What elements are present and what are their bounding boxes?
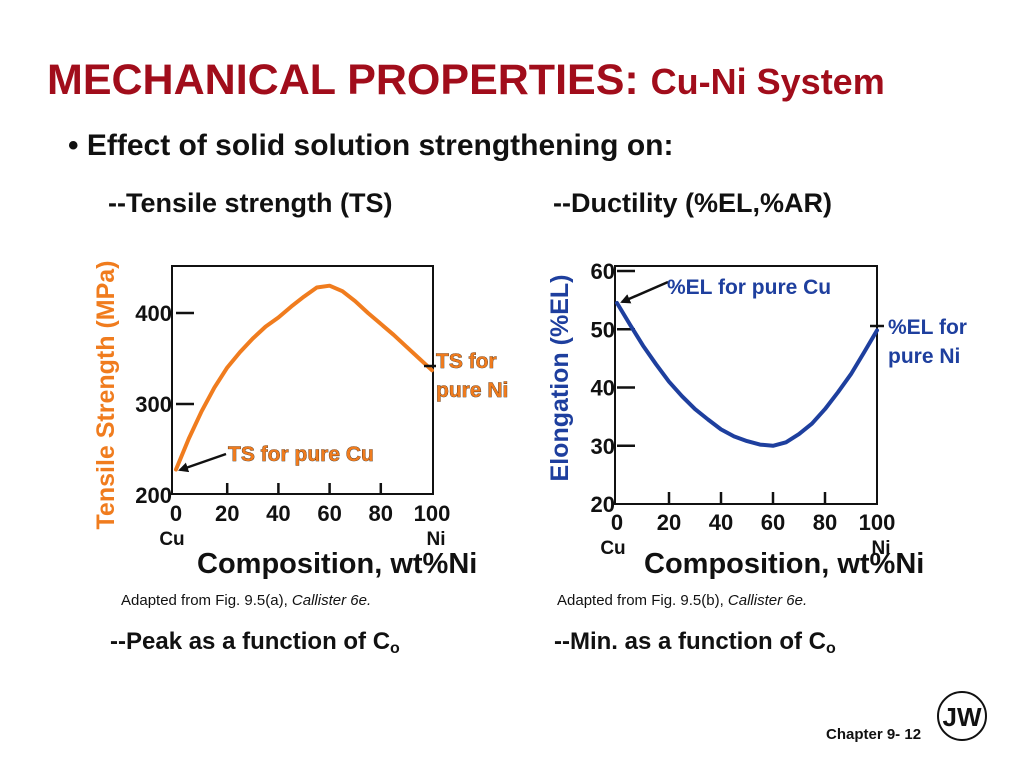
x-tick-label: 40: [709, 510, 733, 535]
bullet-text: • Effect of solid solution strengthening…: [68, 129, 674, 162]
annotation-el-cu: %EL for pure Cu: [667, 276, 831, 299]
elongation-chart: Elongation (%EL) 0 20 40 60 80 100 2030405060…: [546, 259, 967, 559]
x-tick-label: 0: [170, 501, 182, 526]
y-tick-label: 60: [591, 259, 615, 284]
y-tick-label: 20: [591, 492, 615, 517]
series-line: [615, 301, 879, 448]
slide-title: MECHANICAL PROPERTIES: Cu-Ni System: [47, 50, 1007, 112]
y-tick-label: 50: [591, 317, 615, 342]
x-tick-label: 20: [657, 510, 681, 535]
left-note: --Peak as a function of Co: [110, 628, 400, 657]
y-tick-label: 200: [135, 483, 172, 508]
x-tick-label: 0: [611, 510, 623, 535]
publisher-logo: JW: [937, 691, 987, 741]
x-tick-label: 60: [317, 501, 341, 526]
tensile-strength-chart: Tensile Strength (MPa) 0 20 40 60 80 100 200 3…: [92, 260, 509, 550]
x-end-label-ni: Ni: [427, 529, 446, 550]
y-tick-label: 400: [135, 301, 172, 326]
right-credit: Adapted from Fig. 9.5(b), Callister 6e.: [557, 592, 808, 609]
x-end-label-ni: Ni: [872, 538, 891, 559]
plot-frame: [614, 265, 878, 505]
x-end-label-cu: Cu: [600, 538, 625, 559]
annotation-ts-cu: TS for pure Cu: [228, 443, 374, 466]
chapter-footer: Chapter 9- 12: [826, 726, 922, 743]
series-line: [174, 283, 434, 472]
x-tick-label: 100: [859, 510, 896, 535]
x-end-label-cu: Cu: [159, 529, 184, 550]
y-axis-label: Elongation (%EL): [546, 275, 574, 482]
right-caption: --Ductility (%EL,%AR): [553, 188, 832, 218]
x-tick-label: 80: [813, 510, 837, 535]
annotation-el-ni: %EL for pure Ni: [888, 316, 967, 368]
y-tick-label: 300: [135, 392, 172, 417]
plot-frame: [171, 265, 434, 495]
x-tick-label: 20: [215, 501, 239, 526]
annotation-arrow: [620, 280, 669, 304]
x-tick-label: 40: [266, 501, 290, 526]
left-credit: Adapted from Fig. 9.5(a), Callister 6e.: [121, 592, 372, 609]
right-x-axis-label: Composition, wt%Ni: [644, 548, 925, 580]
y-tick-label: 30: [591, 434, 615, 459]
right-note: --Min. as a function of Co: [554, 628, 836, 657]
annotation-ts-ni: TS for pure Ni: [436, 350, 508, 402]
left-caption: --Tensile strength (TS): [108, 188, 393, 218]
title-sub: Cu-Ni System: [650, 61, 885, 102]
svg-text:JW: JW: [943, 702, 982, 732]
y-tick-label: 40: [591, 376, 615, 401]
left-x-axis-label: Composition, wt%Ni: [197, 548, 478, 580]
y-axis-label: Tensile Strength (MPa): [92, 260, 120, 529]
x-tick-label: 80: [369, 501, 393, 526]
x-tick-label: 60: [761, 510, 785, 535]
annotation-arrow: [178, 452, 227, 473]
title-main: MECHANICAL PROPERTIES:: [47, 56, 639, 104]
x-tick-label: 100: [414, 501, 451, 526]
